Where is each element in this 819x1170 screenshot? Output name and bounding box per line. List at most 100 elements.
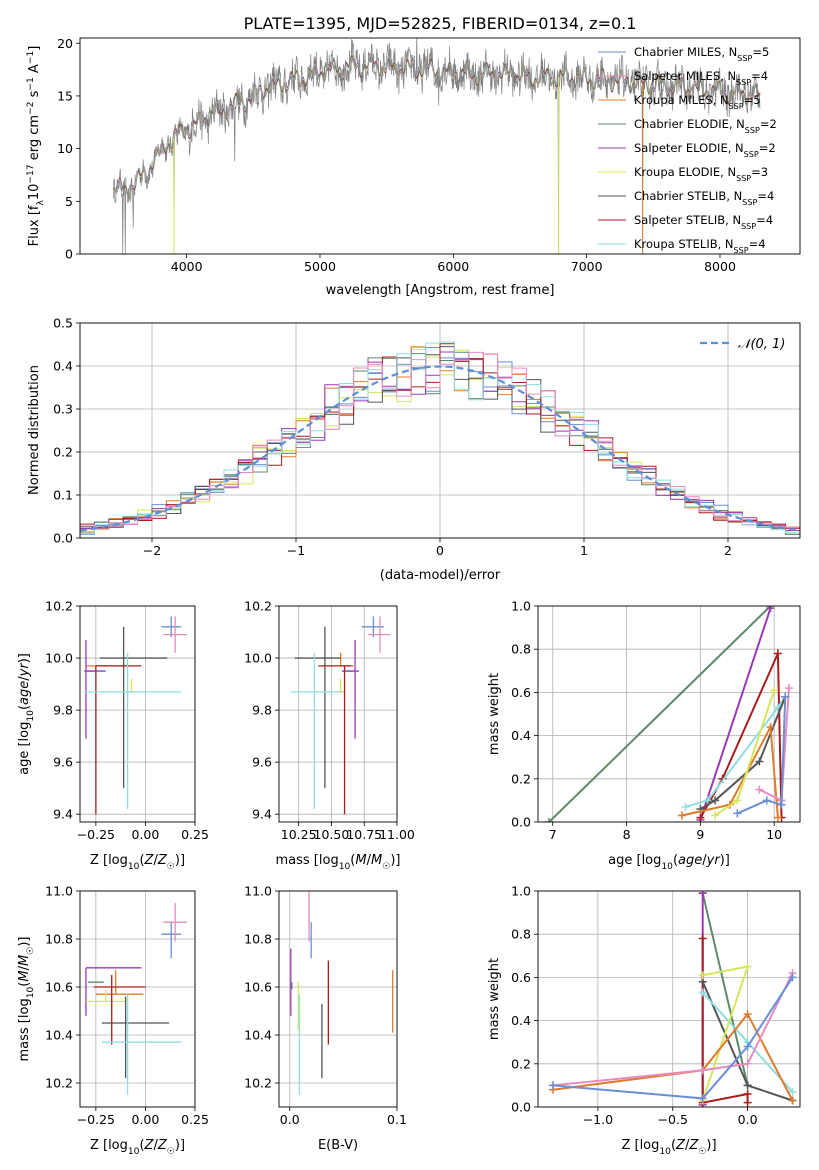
- mass_vs_Z-xlabel-part: Z: [157, 1138, 168, 1153]
- mass_vs_Z-ylabel-part: M: [17, 970, 32, 981]
- weight-marker-salpeter_stelib: [773, 649, 782, 658]
- weight-marker-chabrier_elodie: [545, 818, 554, 822]
- weight_vs_age-plot-area: [545, 606, 793, 822]
- legend-label-salpeter_elodie-part: SSP: [744, 150, 759, 159]
- spectrum-xtick-label: 7000: [571, 259, 603, 274]
- weight-marker-chabrier_miles: [548, 1081, 557, 1090]
- weight-marker-salpeter_stelib: [743, 1090, 752, 1099]
- weight-marker-kroupa_miles: [677, 811, 686, 820]
- legend-label-chabrier_miles-part: Chabrier MILES, N: [634, 45, 737, 59]
- weight_vs_Z-ytick-label: 1.0: [511, 884, 531, 899]
- spectrum-ylabel-part: −17: [26, 164, 36, 183]
- weight-marker-chabrier_stelib: [711, 796, 720, 805]
- weight-marker-kroupa_miles: [773, 813, 782, 822]
- legend-label-kroupa_stelib-part: Kroupa STELIB, N: [634, 237, 734, 251]
- mass_vs_Z-xtick-label: −0.25: [77, 1112, 115, 1127]
- weight_vs_Z-xlabel-part: log: [640, 1138, 660, 1153]
- weight_vs_age-xlabel-part: age: [678, 853, 702, 868]
- legend-label-kroupa_stelib-part: SSP: [734, 246, 749, 255]
- mass_vs_Z-ylabel-part: 10: [26, 987, 36, 999]
- spectrum-ylabel-part: A: [27, 64, 42, 77]
- residuals-xtick-label: −2: [143, 543, 161, 558]
- mass_vs_Z-ylabel: mass [log10(M/M☉)]: [17, 936, 36, 1061]
- weight_vs_Z-xlabel-part: )]: [706, 1138, 716, 1153]
- spectrum-ytick-label: 10: [57, 141, 73, 156]
- weight-marker-kroupa_elodie: [733, 796, 742, 805]
- age_vs_Z-frame: [79, 605, 196, 823]
- legend-label-chabrier_miles-part: =5: [752, 45, 769, 59]
- weight-marker-kroupa_stelib: [788, 1087, 797, 1096]
- weight-marker-salpeter_miles: [755, 785, 764, 794]
- legend-label-chabrier_stelib-part: Chabrier STELIB, N: [634, 189, 742, 203]
- weight-line-kroupa_miles: [681, 723, 779, 818]
- weight-marker-chabrier_miles: [733, 809, 742, 818]
- residuals-ytick-label: 0.3: [53, 402, 73, 417]
- weight_vs_Z-xtick-label: −0.5: [658, 1112, 688, 1127]
- weight_vs_Z-ytick-label: 0.8: [511, 927, 531, 942]
- age_vs_mass-plot-area: [290, 616, 391, 815]
- spectrum-frame: [79, 37, 801, 255]
- age_vs_mass-xlabel: mass [log10(M/M☉)]: [275, 853, 400, 872]
- weight-line-salpeter_elodie: [699, 607, 772, 821]
- mass_vs_Z-ytick-label: 10.2: [45, 1076, 73, 1091]
- mass_vs_ebv-ytick-label: 10.2: [244, 1076, 272, 1091]
- mass_vs_ebv-xtick-label: 0.1: [387, 1112, 407, 1127]
- age_vs_Z-xtick-label: −0.25: [77, 827, 115, 842]
- weight-marker-chabrier_miles: [777, 800, 786, 809]
- mass_vs_Z-xlabel-part: /: [153, 1138, 158, 1153]
- legend-label-salpeter_stelib-part: SSP: [741, 222, 756, 231]
- weight_vs_age-ytick-label: 0.4: [511, 728, 531, 743]
- age_vs_mass-ytick-label: 9.4: [252, 807, 272, 822]
- mass_vs_ebv-xlabel: E(B-V): [318, 1138, 358, 1153]
- weight_vs_age-ytick-label: 0.2: [511, 771, 531, 786]
- weight-marker-kroupa_elodie: [711, 811, 720, 820]
- weight_vs_age-xlabel-part: log: [642, 853, 662, 868]
- weight-marker-salpeter_miles: [784, 684, 793, 693]
- legend-label-chabrier_miles: Chabrier MILES, NSSP=5: [634, 45, 769, 63]
- age_vs_Z-ylabel-part: age: [17, 681, 32, 705]
- weight_vs_Z-xlabel: Z [log10(Z/Z☉)]: [621, 1138, 716, 1157]
- weight-marker-salpeter_elodie: [698, 891, 707, 898]
- legend-label-kroupa_elodie: Kroupa ELODIE, NSSP=3: [634, 165, 768, 183]
- spectrum-ytick-label: 15: [57, 88, 73, 103]
- age_vs_mass-ytick-label: 9.6: [252, 755, 272, 770]
- spectrum-ylabel-part: λ: [36, 200, 46, 206]
- mass_vs_Z-xtick-label: 0.00: [132, 1112, 160, 1127]
- spectrum-ylabel-part: s: [27, 90, 42, 101]
- weight_vs_age-axes: 7 8 9 10 0.0 0.2 0.4 0.6 0.8 1.0: [511, 599, 800, 842]
- spectrum-ylabel: Flux [fλ10−17 erg cm−2 s−1 A−1]: [26, 46, 46, 247]
- spectrum-xtick-label: 4000: [171, 259, 203, 274]
- spectrum-ylabel-part: erg cm: [27, 115, 42, 164]
- weight_vs_age-xlabel-part: age [: [608, 853, 641, 868]
- legend-label-kroupa_elodie-part: =3: [751, 165, 768, 179]
- legend-label-kroupa_elodie-part: SSP: [736, 174, 751, 183]
- mass_vs_Z-ytick-label: 10.8: [45, 932, 73, 947]
- weight_vs_age-xtick-label: 8: [623, 827, 631, 842]
- age_vs_mass-xtick-label: 11.00: [379, 827, 415, 842]
- legend-label-salpeter_miles-part: =4: [751, 69, 768, 83]
- mass_vs_Z-ytick-label: 11.0: [45, 884, 73, 899]
- residuals-ytick-label: 0.4: [53, 359, 73, 374]
- weight_vs_age-ylabel: mass weight: [487, 673, 502, 755]
- mass_vs_Z-xlabel-part: (: [139, 1138, 144, 1153]
- weight_vs_Z-xlabel-part: Z: [675, 1138, 686, 1153]
- legend-label-chabrier_stelib-part: SSP: [742, 198, 757, 207]
- mass_vs_ebv-ytick-label: 11.0: [244, 884, 272, 899]
- age_vs_Z-xlabel-part: log: [108, 853, 128, 868]
- spectrum-data-line: [112, 38, 761, 254]
- weight-line-kroupa_stelib: [685, 696, 787, 808]
- age_vs_Z-ytick-label: 9.6: [53, 755, 73, 770]
- legend-label-salpeter_miles: Salpeter MILES, NSSP=4: [634, 69, 768, 87]
- residuals-xtick-label: 0: [436, 543, 444, 558]
- legend-label-chabrier_elodie-part: Chabrier ELODIE, N: [634, 117, 745, 131]
- mass_vs_Z-ytick-label: 10.4: [45, 1028, 73, 1043]
- spectrum-xtick-label: 5000: [304, 259, 336, 274]
- age_vs_mass-xlabel-part: log: [319, 853, 339, 868]
- mass_vs_ebv-xlabel-part: E(B-V): [318, 1138, 358, 1153]
- weight_vs_age-xlabel-part: 10: [661, 862, 673, 872]
- mass_vs_ebv-ytick-label: 10.4: [244, 1028, 272, 1043]
- weight_vs_age-xlabel-part: /: [702, 853, 707, 868]
